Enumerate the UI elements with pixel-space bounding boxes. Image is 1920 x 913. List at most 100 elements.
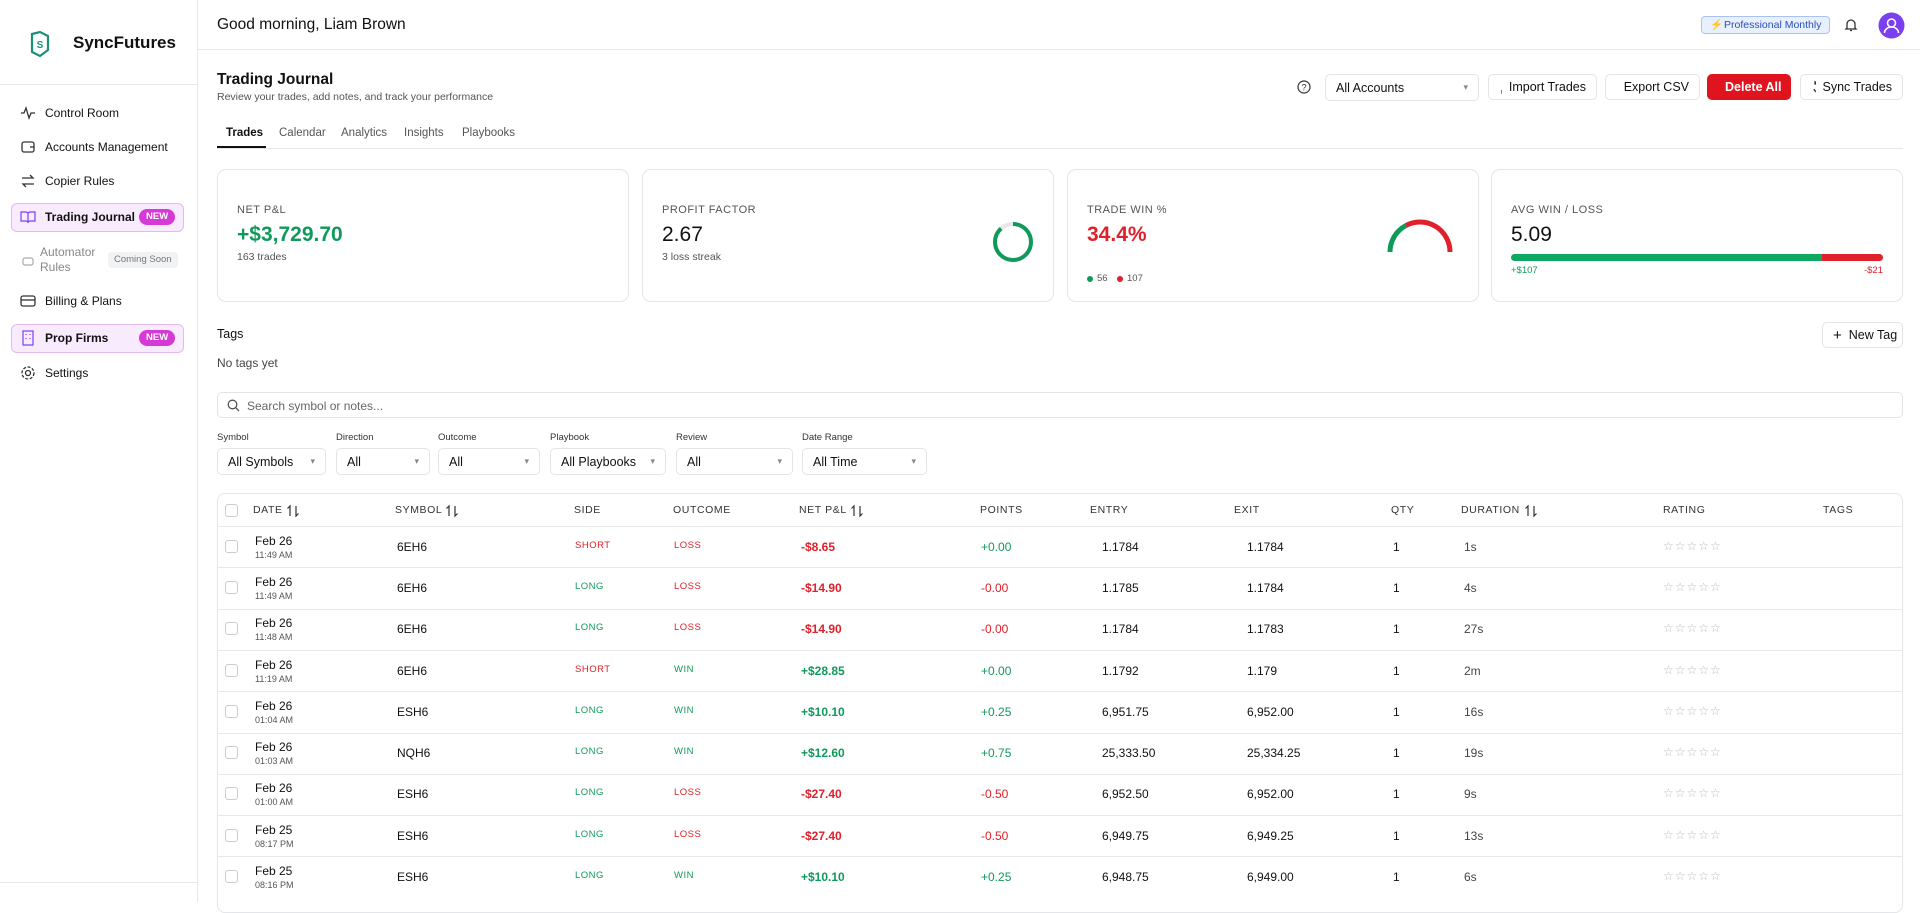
trade-points: -0.00 [981,622,1009,637]
filter-select[interactable]: All Playbooks ▾ [550,448,666,475]
trade-qty: 1 [1393,663,1400,678]
filter-select[interactable]: All ▾ [438,448,540,475]
header-checkbox[interactable] [225,504,238,517]
filter-select[interactable]: All ▾ [336,448,430,475]
nav-icon [21,174,35,188]
search-input[interactable]: Search symbol or notes... [217,392,1903,418]
trade-side: LONG [575,746,604,758]
tags-empty: No tags yet [217,356,278,370]
bell-icon[interactable] [1843,17,1859,33]
row-divider [218,649,1902,651]
action-button[interactable]: Delete All [1707,74,1791,100]
nav-label[interactable]: Accounts Management [45,140,168,154]
tab[interactable]: Trades [226,127,264,139]
trade-exit: 1.1784 [1247,580,1284,595]
row-checkbox[interactable] [225,787,238,801]
tab[interactable]: Insights [404,127,444,139]
row-checkbox[interactable] [225,580,238,594]
trade-entry: 1.1785 [1102,580,1139,595]
column-header: OUTCOME [673,504,731,516]
tabs-divider [217,148,1903,149]
trade-symbol: NQH6 [397,746,431,761]
trade-pnl: -$8.65 [801,539,836,554]
row-divider [218,567,1902,569]
row-checkbox[interactable] [225,746,238,760]
trade-side: LONG [575,622,604,634]
trade-time: 11:49 AM [255,590,293,601]
plan-badge[interactable]: ⚡ Professional Monthly [1701,16,1831,34]
action-button[interactable]: Sync Trades [1800,74,1903,100]
nav-badge: NEW [139,209,176,225]
column-header[interactable]: NET P&L [799,504,847,516]
nav-label[interactable]: Control Room [45,106,120,120]
trade-symbol: ESH6 [397,828,429,843]
nav-icon [22,257,34,266]
trade-qty: 1 [1393,828,1400,843]
filter-value: All [687,454,701,469]
trade-qty: 1 [1393,746,1400,761]
row-checkbox[interactable] [225,870,238,884]
rating-stars: ☆☆☆☆☆ [1663,703,1722,718]
trade-side: LONG [575,870,604,882]
avatar[interactable] [1878,12,1905,39]
rating-stars: ☆☆☆☆☆ [1663,827,1722,842]
nav-label[interactable]: Billing & Plans [45,294,122,308]
trade-duration: 1s [1464,539,1477,554]
trade-entry: 1.1784 [1102,539,1139,554]
trade-duration: 27s [1464,622,1484,637]
trade-entry: 6,948.75 [1102,870,1149,885]
nav-label[interactable]: Copier Rules [45,174,115,188]
account-select[interactable]: All Accounts ▾ [1325,74,1479,101]
action-button[interactable]: Export CSV [1605,74,1700,100]
row-checkbox[interactable] [225,828,238,842]
trade-exit: 6,949.00 [1247,870,1294,885]
rating-stars: ☆☆☆☆☆ [1663,579,1722,594]
losses-dot [1117,276,1123,282]
trade-entry: 6,949.75 [1102,828,1149,843]
trade-outcome: LOSS [674,539,702,551]
rating-stars: ☆☆☆☆☆ [1663,621,1722,636]
nav-label[interactable]: Settings [45,366,89,380]
column-header[interactable]: SYMBOL [395,504,443,516]
column-header: ENTRY [1090,504,1129,516]
button-label: Import Trades [1508,80,1586,94]
svg-text:S: S [37,40,44,51]
nav-icon [21,106,35,120]
filter-value: All [347,454,361,469]
filter-label: Direction [336,432,374,443]
tab[interactable]: Playbooks [462,127,516,139]
page-title: Trading Journal [217,71,334,88]
top-bar: Good morning, Liam Brown ⚡ Professional M… [198,0,1920,50]
stat-label: AVG WIN / LOSS [1511,204,1604,216]
row-checkbox[interactable] [225,539,238,553]
tab[interactable]: Calendar [279,127,326,139]
nav-icon [22,330,34,346]
column-header[interactable]: DATE [253,504,283,516]
new-tag-button[interactable]: + New Tag [1822,322,1903,348]
trade-symbol: ESH6 [397,704,429,719]
nav-label: Automator Rules [40,245,96,274]
column-header: RATING [1663,504,1706,516]
filter-select[interactable]: All Symbols ▾ [217,448,326,475]
tab[interactable]: Analytics [341,127,388,139]
filter-select[interactable]: All ▾ [676,448,793,475]
trade-exit: 1.179 [1247,663,1278,678]
trade-pnl: -$27.40 [801,787,842,802]
row-checkbox[interactable] [225,622,238,636]
help-icon[interactable]: ? [1297,80,1311,94]
trade-side: SHORT [575,663,611,675]
filter-label: Review [676,432,708,443]
nav-label[interactable]: Prop Firms [45,331,109,345]
filter-select[interactable]: All Time ▾ [802,448,927,475]
action-button[interactable]: Import Trades [1488,74,1597,100]
column-header[interactable]: DURATION [1461,504,1520,516]
trade-duration: 19s [1464,746,1484,761]
stat-value: 2.67 [662,223,703,246]
row-checkbox[interactable] [225,663,238,677]
filter-value: All Time [813,454,858,469]
trade-exit: 6,949.25 [1247,828,1294,843]
nav-label[interactable]: Trading Journal [45,210,136,224]
row-checkbox[interactable] [225,704,238,718]
trade-entry: 1.1792 [1102,663,1139,678]
trade-points: +0.00 [981,663,1012,678]
